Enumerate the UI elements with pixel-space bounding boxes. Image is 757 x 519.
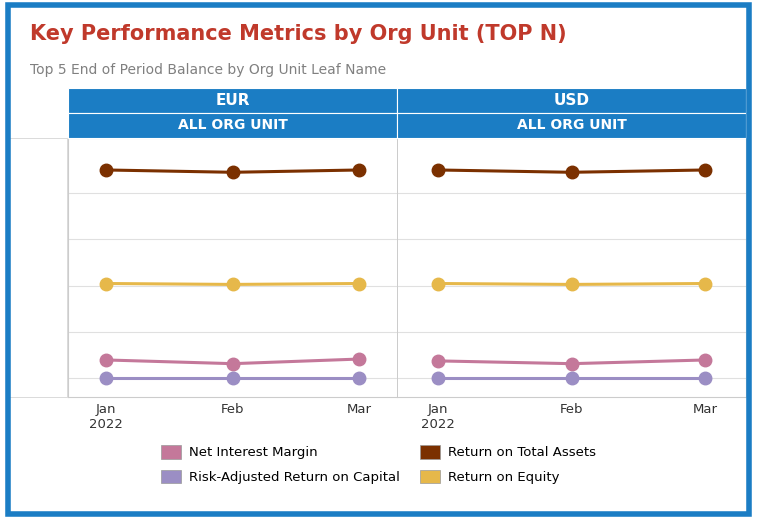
Text: Key Performance Metrics by Org Unit (TOP N): Key Performance Metrics by Org Unit (TOP… (30, 24, 567, 44)
Text: ALL ORG UNIT: ALL ORG UNIT (178, 118, 288, 132)
Text: ALL ORG UNIT: ALL ORG UNIT (516, 118, 627, 132)
Text: USD: USD (553, 93, 590, 108)
Text: Top 5 End of Period Balance by Org Unit Leaf Name: Top 5 End of Period Balance by Org Unit … (30, 63, 386, 77)
Text: EUR: EUR (216, 93, 250, 108)
Legend: Net Interest Margin, Risk-Adjusted Return on Capital, Return on Total Assets, Re: Net Interest Margin, Risk-Adjusted Retur… (161, 445, 596, 484)
